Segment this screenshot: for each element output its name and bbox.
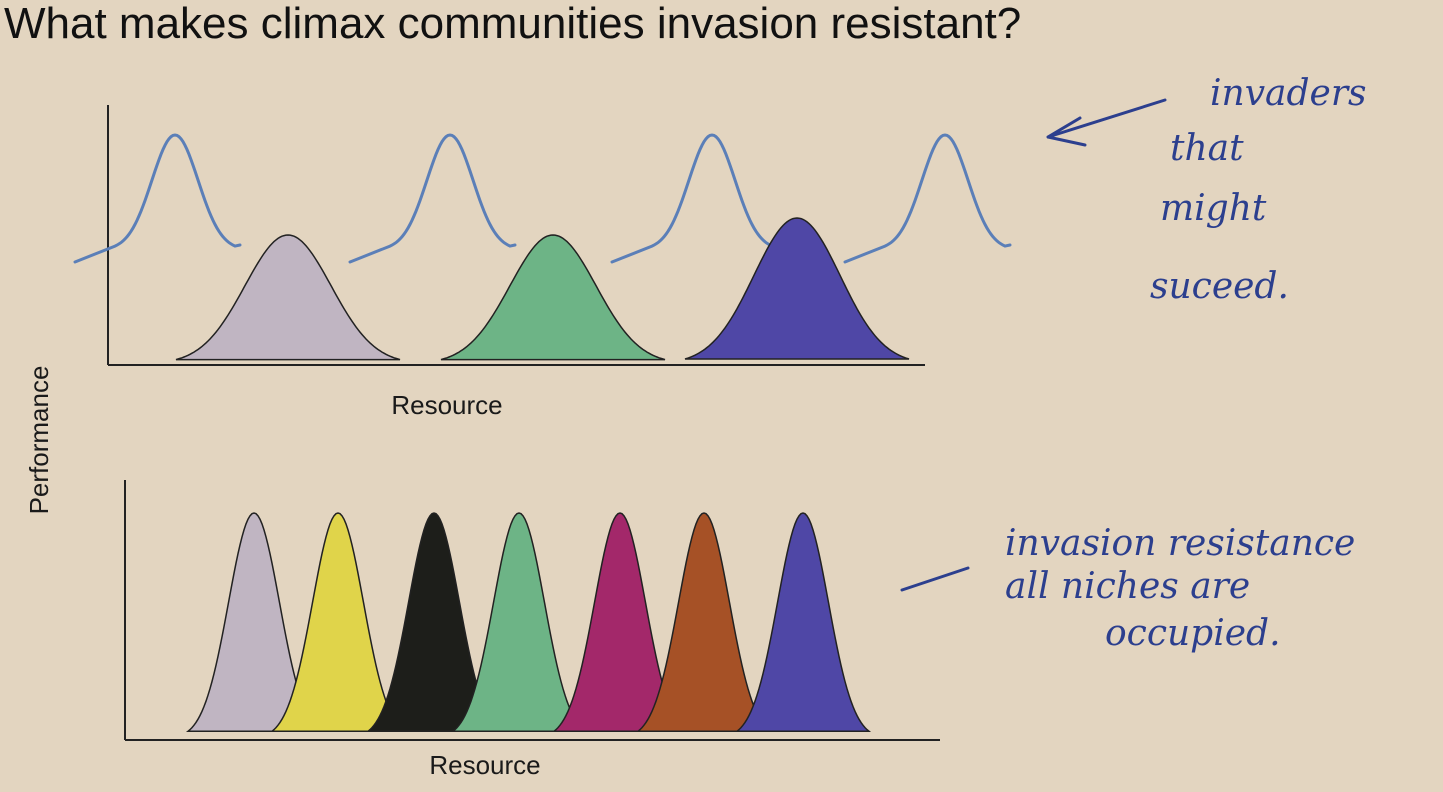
top-diagram (73, 105, 1012, 366)
dash (900, 566, 970, 592)
niche-curve (175, 234, 401, 361)
niche-curve (269, 512, 407, 733)
niche-curve (684, 217, 910, 360)
arrow (1046, 98, 1167, 147)
y-axis-label: Performance (24, 366, 54, 515)
annotation-text: that (1170, 128, 1244, 169)
niche-curve (635, 512, 773, 733)
niche-curve (734, 512, 872, 733)
invader-curve (348, 133, 517, 264)
annotation-text: suceed. (1150, 266, 1289, 307)
annotation-text: occupied. (1105, 613, 1281, 654)
invader-curve (610, 133, 779, 264)
annotation-text: invasion resistance (1005, 523, 1355, 564)
niche-curve (440, 234, 666, 361)
annotation-text: invaders (1210, 73, 1367, 114)
annotation-text: all niches are (1005, 566, 1250, 607)
invader-curve (73, 133, 242, 264)
niche-curve (450, 512, 588, 733)
slide-title: What makes climax communities invasion r… (4, 0, 1021, 48)
x-axis-label: Resource (391, 390, 502, 420)
annotation: invasion resistance all niches are occup… (900, 523, 1355, 654)
invader-curve (843, 133, 1012, 264)
annotation-text: might (1160, 188, 1267, 229)
bottom-diagram (124, 480, 940, 741)
annotation: invaders that might suceed. (1046, 73, 1367, 307)
x-axis-label: Resource (429, 750, 540, 780)
